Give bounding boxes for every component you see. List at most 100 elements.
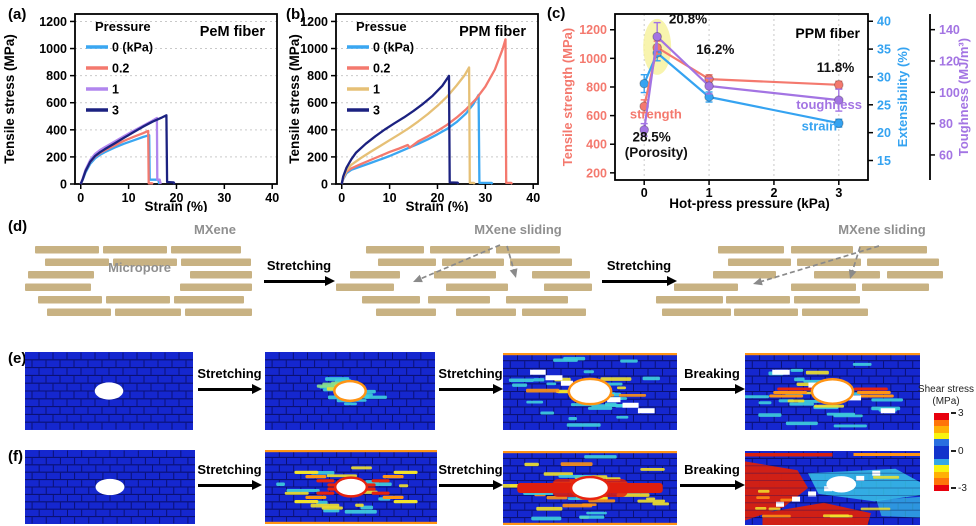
edge-stress	[503, 522, 677, 525]
stress-streak	[294, 500, 319, 504]
arrow-label: Stretching	[197, 366, 262, 381]
stretching-arrow-f1: Stretching	[197, 462, 262, 494]
stress-streak	[823, 514, 850, 518]
mxene-schematic-stretched-2	[656, 246, 943, 316]
legend-title: Pressue	[356, 19, 407, 34]
stress-streak	[642, 376, 660, 381]
stress-streak	[355, 503, 364, 507]
stress-streak	[526, 400, 544, 404]
crack	[560, 380, 573, 386]
x-tick-label: 2	[770, 186, 777, 200]
stretching-arrow-e2: Stretching	[438, 366, 503, 398]
stress-streak	[512, 383, 528, 387]
mxene-flake	[859, 246, 927, 254]
arrow-label: Stretching	[438, 462, 503, 477]
arrow-shaft	[198, 388, 253, 391]
colorbar-tick-min: -3	[951, 483, 967, 494]
stress-streak	[762, 514, 791, 518]
stress-streak	[305, 475, 327, 479]
mxene-flake	[726, 296, 790, 304]
micropore-hole	[95, 478, 125, 496]
stress-streak	[616, 415, 629, 419]
mxene-flake	[336, 283, 394, 291]
arrow-label: Stretching	[197, 462, 262, 477]
stress-streak	[745, 395, 770, 399]
stress-streak	[531, 516, 562, 521]
chart-pem-stress-strain: 0 200 400 600 800 1000 1200 0 10 20 30 40 Strain (%)…	[2, 13, 279, 212]
left-tick-label: 400	[586, 138, 607, 152]
mxene-flake	[510, 258, 572, 266]
edge-stress	[503, 451, 677, 454]
plot-border	[614, 13, 869, 181]
y-tick-label: 200	[307, 150, 328, 164]
x-tick-label: 40	[526, 191, 540, 205]
breaking-arrow-f: Breaking	[679, 462, 745, 494]
stress-streak	[316, 479, 335, 483]
mxene-flake	[38, 296, 102, 304]
edge-stress	[265, 521, 437, 524]
stress-streak	[773, 391, 808, 394]
mxene-schematic-initial	[25, 246, 252, 316]
stress-streak	[393, 470, 418, 474]
crack	[880, 408, 896, 414]
arrow-shaft	[264, 280, 326, 283]
micropore-hole	[94, 382, 124, 400]
x-tick-label: 30	[217, 191, 231, 205]
arrow-head-icon	[493, 384, 503, 395]
stress-streak	[860, 507, 891, 511]
stretching-arrow-f2: Stretching	[438, 462, 503, 494]
right2-tick-label: 60	[939, 148, 953, 162]
x-tick-label: 10	[383, 191, 397, 205]
simulation-f-stage-3	[503, 451, 677, 525]
crack	[856, 475, 865, 481]
panel-label-b: (b)	[286, 6, 306, 23]
edge-stress	[503, 353, 677, 356]
mxene-label: MXene	[194, 222, 236, 237]
stress-region	[762, 502, 871, 525]
mxene-flake	[797, 258, 861, 266]
stress-streak	[579, 515, 605, 519]
stress-streak	[856, 391, 891, 394]
stress-streak	[294, 470, 319, 474]
stress-streak	[618, 394, 647, 397]
stress-streak	[758, 401, 772, 405]
stress-streak	[543, 472, 573, 476]
y-tick-label: 600	[307, 96, 328, 110]
colorbar-segment	[934, 413, 949, 420]
crack	[824, 486, 833, 492]
colorbar-segment	[934, 439, 949, 446]
y-tick-label: 200	[46, 150, 67, 164]
mxene-flake	[366, 246, 424, 254]
mxene-flake	[522, 308, 586, 316]
stress-region	[876, 496, 920, 518]
x-tick-label: 0	[641, 186, 648, 200]
mxene-flake	[718, 246, 784, 254]
mxene-flake	[734, 308, 798, 316]
micropore-hole	[813, 380, 852, 403]
arrow-shaft	[680, 388, 736, 391]
micropore-label: Micropore	[108, 260, 171, 275]
arrow-head-icon	[252, 384, 262, 395]
mxene-flake	[350, 271, 400, 279]
colorbar-tick-zero: 0	[951, 446, 964, 457]
stress-streak	[371, 491, 390, 495]
stress-streak	[604, 402, 617, 407]
arrow-shaft	[602, 280, 668, 283]
arrow-label: Stretching	[438, 366, 503, 381]
stress-streak	[276, 482, 285, 486]
simulation-f-stage-4	[745, 451, 920, 525]
colorbar-segment	[934, 432, 949, 439]
x-tick-label: 3	[835, 186, 842, 200]
stress-streak	[568, 416, 577, 421]
right1-tick-label: 20	[877, 126, 891, 140]
stress-streak	[351, 466, 372, 470]
mxene-flake	[544, 283, 592, 291]
stress-streak	[586, 511, 607, 515]
y-tick-label: 600	[46, 96, 67, 110]
mxene-flake	[674, 283, 738, 291]
stress-streak	[777, 387, 812, 391]
stress-streak	[508, 378, 534, 382]
crack	[872, 470, 881, 476]
stress-streak	[343, 402, 357, 406]
